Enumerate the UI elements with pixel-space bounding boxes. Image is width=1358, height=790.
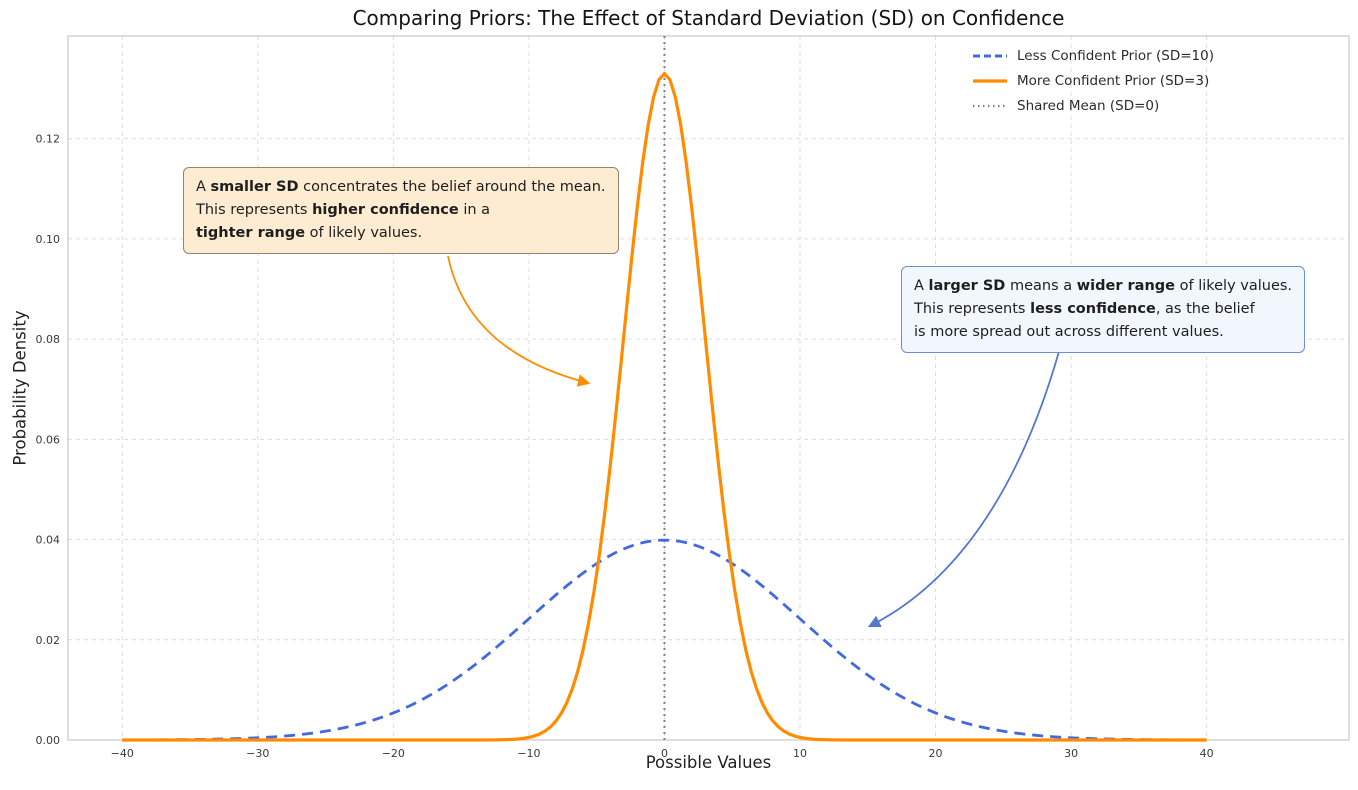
y-tick-label: 0.00 xyxy=(36,734,61,747)
annotation-text: , as the belief xyxy=(1155,301,1255,317)
x-tick-label: −40 xyxy=(111,747,134,760)
annotation-smaller-sd: A smaller SD concentrates the belief aro… xyxy=(183,167,619,254)
annotation-line: This represents less confidence, as the … xyxy=(914,298,1292,321)
annotation-text: means a xyxy=(1005,278,1077,294)
annotation-line: is more spread out across different valu… xyxy=(914,321,1292,344)
legend-item-more-confident-prior: More Confident Prior (SD=3) xyxy=(972,73,1214,89)
annotation-arrow-larger-sd xyxy=(867,347,1061,628)
x-tick-label: −10 xyxy=(517,747,540,760)
y-tick-label: 0.04 xyxy=(36,534,61,547)
annotation-text: less confidence xyxy=(1030,301,1156,317)
annotation-text: concentrates the belief around the mean. xyxy=(298,179,606,195)
annotation-text: higher confidence xyxy=(312,202,459,218)
axes-spines xyxy=(67,35,1350,741)
annotation-arrow-smaller-sd xyxy=(447,255,591,387)
legend-label: More Confident Prior (SD=3) xyxy=(1017,73,1210,89)
x-tick-label: 10 xyxy=(793,747,807,760)
annotation-text: This represents xyxy=(914,301,1031,317)
x-tick-label: 20 xyxy=(929,747,943,760)
annotation-line: tighter range of likely values. xyxy=(196,222,606,245)
chart-title: Comparing Priors: The Effect of Standard… xyxy=(352,6,1065,30)
annotation-text: tighter range xyxy=(196,225,306,241)
x-axis-label: Possible Values xyxy=(645,753,772,772)
annotation-text: in a xyxy=(458,202,491,218)
curve-more-confident-prior xyxy=(122,72,1207,742)
annotation-line: A smaller SD concentrates the belief aro… xyxy=(196,176,606,199)
legend: Less Confident Prior (SD=10) More Confid… xyxy=(972,48,1214,114)
annotation-text: wider range xyxy=(1076,278,1175,294)
legend-item-less-confident-prior: Less Confident Prior (SD=10) xyxy=(972,48,1214,64)
y-axis-label: Probability Density xyxy=(10,310,30,466)
annotation-text: A xyxy=(196,179,211,195)
annotation-text: A xyxy=(914,278,929,294)
legend-sample-dotted-line xyxy=(973,104,1007,108)
y-tick-label: 0.02 xyxy=(36,634,61,647)
x-tick-label: 0 xyxy=(661,747,668,760)
curve-less-confident-prior xyxy=(122,538,1207,742)
annotation-text: smaller SD xyxy=(210,179,299,195)
x-tick-label: 40 xyxy=(1200,747,1214,760)
y-tick-label: 0.06 xyxy=(36,433,61,446)
legend-label: Shared Mean (SD=0) xyxy=(1017,98,1160,114)
x-tick-label: −30 xyxy=(246,747,269,760)
annotation-text: of likely values. xyxy=(1175,278,1293,294)
x-tick-label: 30 xyxy=(1064,747,1078,760)
y-tick-label: 0.10 xyxy=(36,233,61,246)
y-tick-label: 0.12 xyxy=(36,133,61,146)
annotation-text: is more spread out across different valu… xyxy=(914,324,1224,340)
x-tick-label: −20 xyxy=(382,747,405,760)
annotation-larger-sd: A larger SD means a wider range of likel… xyxy=(901,266,1306,353)
annotation-text: This represents xyxy=(196,202,313,218)
annotation-text: of likely values. xyxy=(305,225,423,241)
legend-sample-solid-line xyxy=(973,79,1007,83)
legend-item-shared-mean: Shared Mean (SD=0) xyxy=(972,98,1214,114)
annotation-text: larger SD xyxy=(928,278,1006,294)
y-tick-label: 0.08 xyxy=(36,333,61,346)
legend-label: Less Confident Prior (SD=10) xyxy=(1017,48,1215,64)
grid xyxy=(68,36,1349,741)
annotation-line: A larger SD means a wider range of likel… xyxy=(914,275,1292,298)
annotation-line: This represents higher confidence in a xyxy=(196,199,606,222)
legend-sample-dashed-line xyxy=(973,54,1007,58)
